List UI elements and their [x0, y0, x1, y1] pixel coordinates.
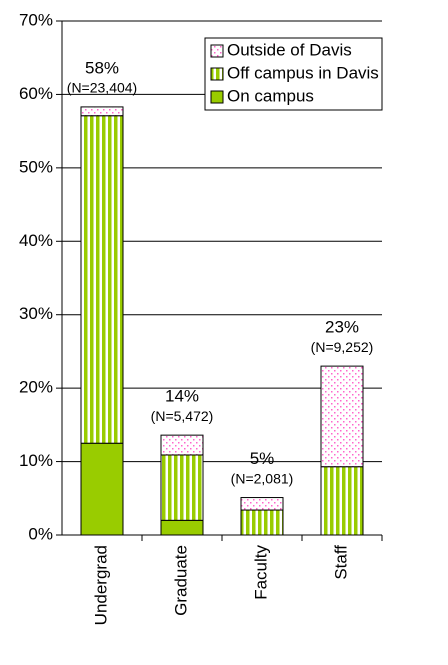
n-label: (N=9,252) [311, 339, 374, 355]
total-label: 23% [325, 318, 359, 337]
legend-label: Outside of Davis [227, 40, 352, 59]
x-tick-label: Faculty [251, 545, 270, 600]
total-label: 5% [250, 449, 275, 468]
y-tick-label: 20% [19, 378, 53, 397]
x-tick-label: Staff [331, 545, 350, 580]
bar-segment [160, 454, 204, 521]
legend-label: Off campus in Davis [227, 63, 379, 82]
bar-segment [240, 509, 284, 536]
bar-segment [320, 466, 364, 536]
y-tick-label: 60% [19, 84, 53, 103]
total-label: 58% [85, 58, 119, 77]
legend-swatch [210, 67, 224, 81]
total-label: 14% [165, 387, 199, 406]
legend-swatch [210, 90, 224, 104]
legend-label: On campus [227, 86, 314, 105]
n-label: (N=2,081) [231, 470, 294, 486]
y-tick-label: 50% [19, 157, 53, 176]
n-label: (N=5,472) [151, 408, 214, 424]
bar-segment [160, 434, 204, 456]
y-tick-label: 40% [19, 231, 53, 250]
legend-box [204, 37, 383, 111]
y-tick-label: 70% [19, 10, 53, 29]
bar-segment [160, 519, 204, 536]
y-tick-label: 10% [19, 451, 53, 470]
x-tick-label: Undergrad [91, 545, 110, 625]
bar-segment [320, 365, 364, 468]
n-label: (N=23,404) [67, 80, 137, 96]
x-tick-label: Graduate [171, 545, 190, 616]
bar-segment [80, 115, 124, 444]
bar-segment [80, 442, 124, 536]
legend-swatch [210, 44, 224, 58]
y-tick-label: 0% [28, 524, 53, 543]
bar-segment [240, 497, 284, 511]
y-tick-label: 30% [19, 304, 53, 323]
bar-segment [80, 106, 124, 117]
